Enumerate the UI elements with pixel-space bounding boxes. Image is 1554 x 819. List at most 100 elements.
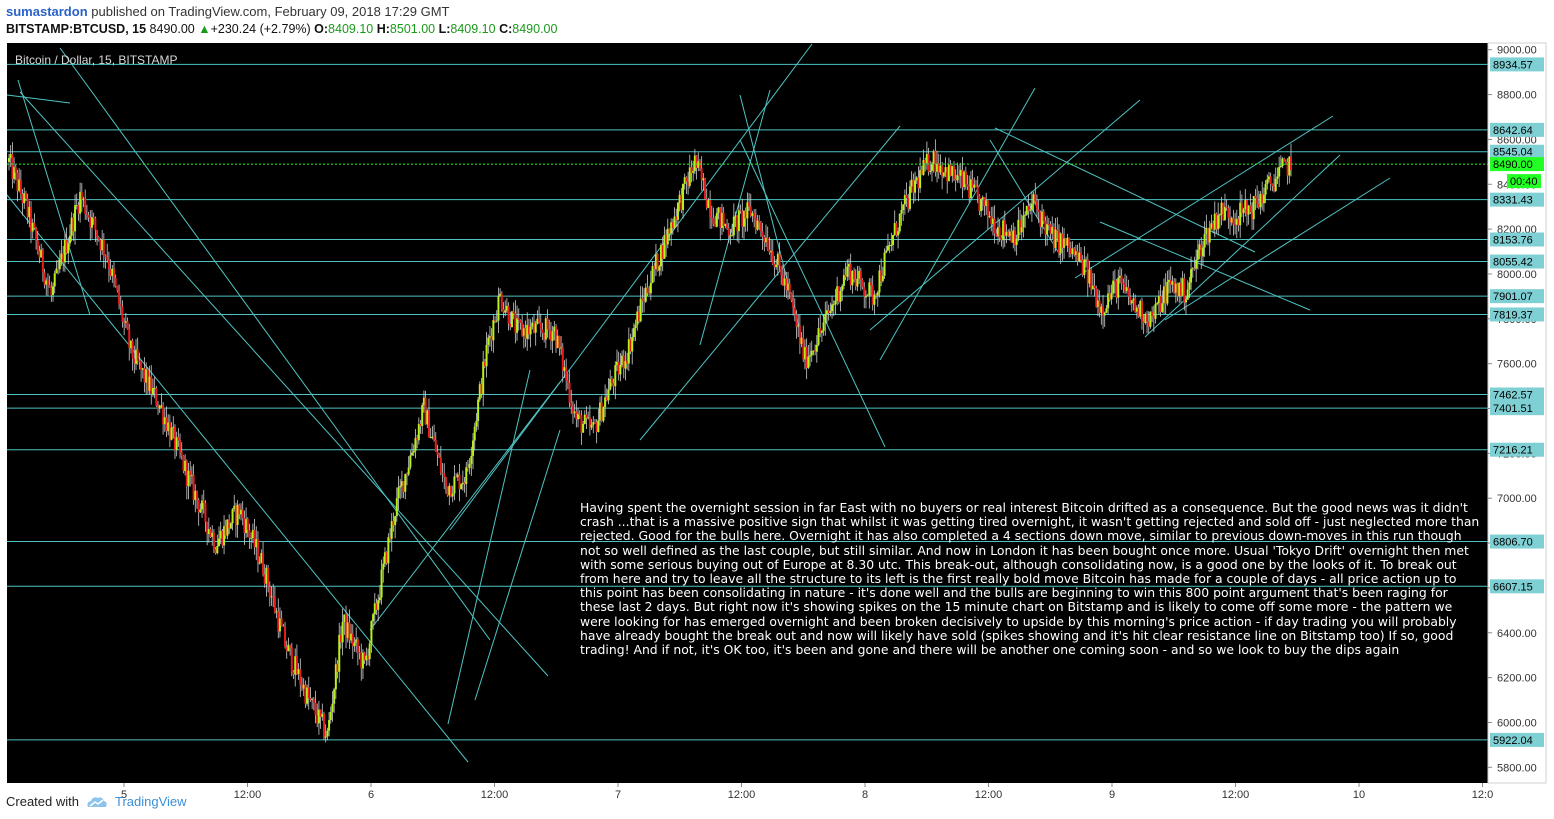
candle-body [908, 186, 911, 209]
candle-body [969, 179, 972, 199]
candle-body [270, 596, 273, 598]
candle-body [92, 217, 95, 219]
candle-body [209, 529, 212, 537]
candle-body [346, 622, 349, 638]
candle-body [643, 300, 646, 302]
candle-body [524, 328, 527, 339]
candle-body [290, 647, 293, 672]
candle-body [143, 368, 146, 383]
candle-body [607, 389, 610, 401]
candle-body [614, 365, 617, 387]
candle-body [997, 227, 1000, 237]
candle-body [1063, 238, 1066, 248]
candle-body [1015, 238, 1018, 246]
candle-body [648, 292, 651, 294]
candle-body [605, 397, 608, 401]
candle-body [101, 239, 104, 251]
candle-body [509, 323, 512, 328]
candle-body [104, 255, 107, 257]
candle-body [46, 280, 49, 285]
candle-body [285, 647, 288, 652]
candle-body [722, 212, 725, 226]
candle-body [16, 172, 19, 191]
candle-body [577, 413, 580, 420]
high-value: 8501.00 [389, 22, 436, 36]
candle-body [1205, 227, 1208, 234]
candle-body [634, 324, 637, 329]
candle-body [700, 168, 703, 181]
candle-body [812, 350, 815, 352]
candle-body [185, 460, 188, 487]
candle-body [204, 503, 207, 522]
candle-body [1129, 296, 1132, 304]
candle-body [94, 218, 97, 231]
candle-body [1076, 251, 1079, 262]
candle-body [478, 384, 481, 400]
x-tick-label: 12:00 [1222, 789, 1250, 801]
candle-body [971, 179, 974, 188]
candle-body [339, 634, 342, 643]
candle-body [1240, 202, 1243, 214]
candle-body [1178, 282, 1181, 297]
candle-body [397, 487, 400, 499]
candle-body [85, 213, 88, 216]
candle-body [1147, 321, 1150, 327]
candle-body [952, 166, 955, 180]
candle-body [446, 486, 449, 496]
candle-body [873, 294, 876, 305]
candle-body [544, 318, 547, 340]
candle-body [988, 215, 991, 217]
candle-body [245, 519, 248, 533]
candle-body [619, 364, 622, 375]
candle-body [875, 294, 878, 296]
candle-body [57, 268, 60, 270]
candle-body [895, 223, 898, 236]
candle-body [319, 709, 322, 717]
level-label-box [1490, 144, 1544, 159]
candle-body [546, 318, 549, 330]
candle-body [841, 285, 844, 291]
candle-body [221, 530, 224, 546]
candle-body [637, 311, 640, 322]
candle-body [1188, 282, 1191, 290]
candle-body [1024, 214, 1027, 216]
candle-body [365, 655, 368, 661]
tradingview-link[interactable]: TradingView [114, 794, 187, 809]
candle-body [395, 498, 398, 517]
candle-body [375, 603, 378, 610]
candle-body [1017, 219, 1020, 239]
analysis-note: Having spent the overnight session in fa… [580, 500, 1480, 658]
candle-body [135, 349, 138, 364]
candle-body [316, 715, 319, 724]
candle-body [387, 537, 390, 564]
candle-body [150, 376, 153, 395]
candle-body [1176, 283, 1179, 297]
candle-body [80, 191, 83, 200]
high-label: H: [376, 22, 390, 36]
candle-body [151, 388, 154, 395]
candle-body [500, 293, 503, 310]
candles [8, 139, 1292, 743]
trendlines [6, 43, 1391, 763]
candle-body [839, 290, 842, 302]
candle-body [383, 552, 386, 564]
candle-body [26, 198, 29, 218]
candle-body [888, 245, 891, 247]
candle-body [1174, 283, 1177, 293]
candle-body [683, 177, 686, 184]
candle-body [946, 167, 949, 182]
candle-body [273, 596, 276, 613]
last-price: 8490.00 [149, 22, 195, 36]
candle-body [776, 253, 779, 265]
candle-body [761, 231, 764, 237]
candle-body [1207, 227, 1210, 243]
candle-body [939, 165, 942, 173]
candle-body [890, 244, 893, 246]
candle-body [400, 481, 403, 486]
candle-body [754, 218, 757, 230]
candle-body [748, 202, 751, 207]
candle-body [277, 611, 280, 632]
author-link[interactable]: sumastardon [6, 4, 88, 19]
candle-body [1140, 301, 1143, 322]
